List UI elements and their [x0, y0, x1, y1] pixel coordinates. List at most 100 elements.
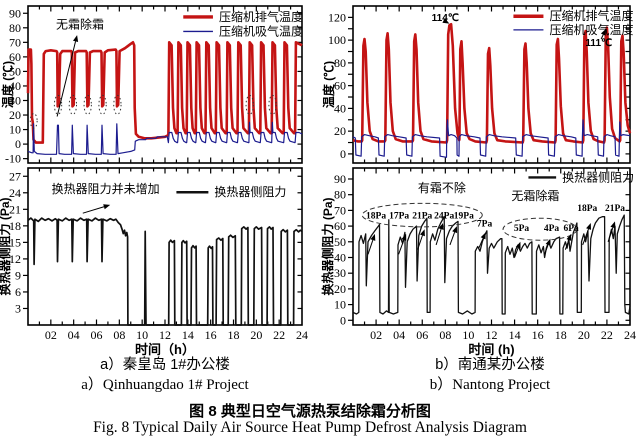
legend-label: 换热器侧阻力 [562, 170, 634, 184]
annotation-arrowhead [515, 241, 521, 249]
y-tick-label: 70 [334, 203, 346, 217]
legend-label: 压缩机排气温度 [219, 9, 303, 24]
x-tick-label: 24 [624, 328, 636, 342]
annotation-ellipse [68, 94, 78, 115]
annotation-arrowhead [610, 221, 616, 229]
annotation-text: 6Pa [563, 224, 579, 234]
annotation-text: 有霜不除 [418, 180, 466, 195]
legend-label: 压缩机排气温度 [549, 8, 633, 23]
annotation-arrow [544, 244, 549, 255]
y-axis-label: 温度 (℃) [0, 61, 15, 108]
x-tick-label: 04 [68, 328, 80, 342]
x-tick-label: 08 [439, 328, 451, 342]
y-tick-label: 6 [15, 285, 21, 299]
x-tick-label: 20 [250, 328, 262, 342]
y-tick-label: 18 [9, 219, 21, 233]
y-axis-label: 温度 (℃) [321, 61, 336, 108]
x-tick-label: 22 [601, 328, 613, 342]
annotation-arrowhead [545, 238, 551, 246]
x-tick-label: 18 [555, 328, 567, 342]
y-tick-label: 90 [9, 6, 21, 20]
annotation-text: 19Pa [454, 212, 474, 222]
panel-a-caption: a）秦皇岛 1#办公楼 a）Qinhuangdao 1# Project [0, 355, 330, 396]
annotation-arrow [607, 227, 614, 242]
annotation-arrow [514, 247, 519, 258]
y-tick-label: 40 [334, 101, 346, 115]
annotation-text: 无霜除霜 [511, 188, 559, 203]
panel-a-pressure-chart: 02 04 06 08 10 12 14 16 18 20 22 24 3 6 9 12 15 18 21 24 27 时… [0, 167, 308, 357]
annotation-arrow [449, 232, 456, 246]
y-tick-label: 10 [334, 298, 346, 312]
annotation-text: 换热器阻力并未增加 [52, 182, 160, 196]
x-tick-label: 12 [486, 328, 498, 342]
y-tick-label: 80 [9, 21, 21, 35]
y-tick-label: 40 [9, 79, 21, 93]
annotation-arrowhead [420, 229, 425, 237]
annotation-arrowhead [442, 18, 450, 24]
legend-label: 压缩机吸气温度 [549, 22, 633, 37]
heat-exchanger-side-resistance-line [27, 217, 303, 326]
compressor-discharge-temp-line [26, 41, 303, 144]
annotation-ellipse [53, 94, 63, 115]
panel-a-caption-zh: a）秦皇岛 1#办公楼 [100, 357, 230, 373]
x-tick-label: 04 [393, 328, 405, 342]
x-tick-label: 16 [205, 328, 217, 342]
annotation-arrowhead [438, 223, 444, 230]
annotation-ellipse [29, 113, 38, 129]
y-tick-label: 70 [9, 35, 21, 49]
y-tick-label: 50 [334, 235, 346, 249]
panel-b-caption-en: b）Nantong Project [429, 377, 551, 393]
annotation-arrow [82, 206, 105, 214]
y-tick-label: 30 [9, 93, 21, 107]
x-tick-label: 02 [370, 328, 382, 342]
annotation-arrow [564, 239, 570, 250]
x-axis-label: 时间 (h) [468, 342, 514, 357]
y-tick-label: 50 [9, 64, 21, 78]
y-tick-label: 30 [334, 266, 346, 280]
x-tick-label: 10 [462, 328, 474, 342]
annotation-ellipse [113, 94, 122, 115]
y-tick-label: 21 [9, 202, 21, 216]
annotation-arrowhead [600, 28, 607, 36]
annotation-text: 4Pa [544, 224, 560, 234]
annotation-arrow [582, 228, 589, 246]
x-tick-label: 12 [159, 328, 171, 342]
annotation-arrow [478, 238, 484, 249]
annotation-text: 5Pa [514, 224, 530, 234]
legend-label: 压缩机吸气温度 [219, 23, 303, 38]
y-tick-label: 0 [340, 147, 346, 161]
annotation-text: 无霜除霜 [56, 16, 104, 31]
y-tick-label: 0 [340, 313, 346, 327]
y-tick-label: -10 [5, 152, 21, 166]
panel-a-caption-en: a）Qinhuangdao 1# Project [81, 377, 249, 393]
x-tick-label: 18 [228, 328, 240, 342]
panel-b-caption-zh: b）南通某办公楼 [435, 357, 545, 373]
x-tick-label: 06 [416, 328, 428, 342]
x-tick-label: 14 [509, 328, 521, 342]
annotation-arrowhead [103, 204, 111, 210]
annotation-arrowhead [401, 233, 407, 241]
y-tick-label: 10 [9, 123, 21, 137]
x-tick-label: 08 [113, 328, 125, 342]
annotation-arrowhead [566, 233, 572, 241]
annotation-arrowhead [480, 232, 486, 240]
annotation-ellipse [98, 94, 107, 115]
annotation-text: 18Pa [366, 212, 386, 222]
annotation-ellipse [502, 217, 578, 241]
annotation-text: 7Pa [477, 219, 493, 229]
compressor-suction-temp-line [352, 119, 631, 158]
y-tick-label: 20 [9, 108, 21, 122]
legend-label: 换热器侧阻力 [214, 185, 286, 199]
x-axis-label: 时间（h） [135, 342, 195, 357]
figure-caption-en: Fig. 8 Typical Daily Air Source Heat Pum… [93, 419, 527, 436]
y-tick-label: 120 [328, 10, 346, 24]
y-tick-label: 12 [9, 252, 21, 266]
x-tick-label: 02 [45, 328, 57, 342]
annotation-text: 114℃ [432, 13, 459, 24]
annotation-text: 21Pa [605, 204, 625, 214]
y-axis-label: 换热器侧阻力 (Pa) [320, 197, 335, 295]
y-tick-label: 24 [9, 186, 21, 200]
y-tick-label: 100 [328, 33, 346, 47]
